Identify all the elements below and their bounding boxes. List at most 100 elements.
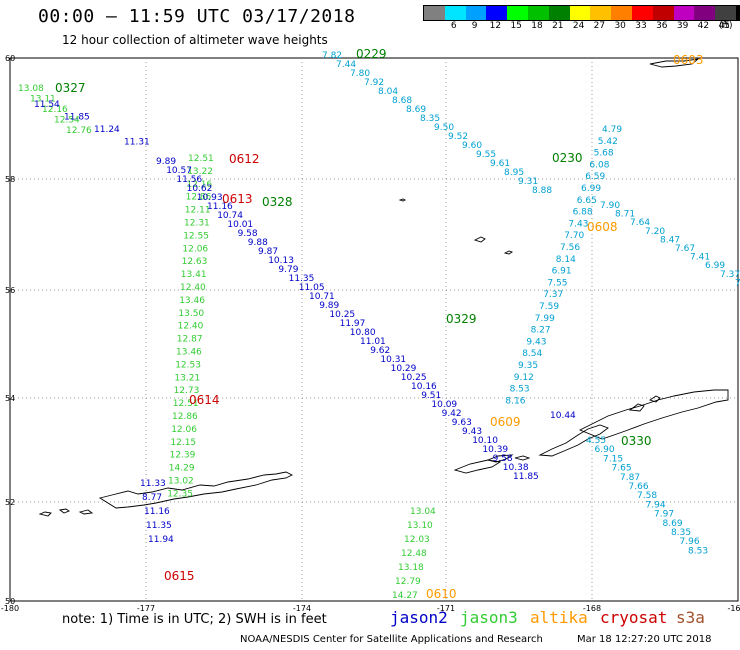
swh-s3a: 8.47 bbox=[660, 235, 680, 245]
time-label-0614: 0614 bbox=[189, 393, 220, 407]
swh-jason2: 10.62 bbox=[187, 184, 213, 194]
swh-s3a: 6.88 bbox=[573, 208, 593, 218]
swh-s3a: 7.90 bbox=[600, 201, 620, 211]
swh-jason2: 8.77 bbox=[142, 493, 162, 503]
swh-jason2: 10.80 bbox=[350, 328, 376, 338]
swh-jason2: 10.29 bbox=[391, 364, 417, 374]
swh-jason2: 10.57 bbox=[166, 166, 192, 176]
swh-jason3: 12.86 bbox=[172, 412, 198, 422]
colorbar-label: 9 bbox=[471, 21, 478, 31]
colorbar-swatch bbox=[673, 6, 695, 20]
legend-jason2: jason2 bbox=[390, 608, 448, 627]
swh-s3a: 6.99 bbox=[705, 261, 725, 271]
swh-jason2: 9.43 bbox=[462, 427, 482, 437]
swh-jason3: 12.55 bbox=[183, 231, 209, 241]
colorbar-label: 33 bbox=[635, 21, 647, 31]
swh-jason3: 13.08 bbox=[18, 84, 44, 94]
swh-s3a: 7.67 bbox=[675, 244, 695, 254]
colorbar-swatch bbox=[527, 6, 549, 20]
swh-s3a: 7.58 bbox=[637, 491, 657, 501]
swh-jason2: 11.97 bbox=[340, 319, 366, 329]
time-label-0612: 0612 bbox=[229, 152, 260, 166]
swh-jason2: 11.54 bbox=[34, 100, 60, 110]
swh-jason3: 12.31 bbox=[184, 219, 210, 229]
swh-jason2: 11.24 bbox=[94, 125, 120, 135]
swh-s3a: 7.37 bbox=[720, 270, 740, 280]
colorbar-swatch bbox=[507, 6, 528, 20]
footer-note: note: 1) Time is in UTC; 2) SWH is in fe… bbox=[62, 612, 327, 627]
coastline bbox=[514, 455, 531, 461]
swh-jason3: 12.35 bbox=[167, 489, 193, 499]
swh-jason3: 13.46 bbox=[176, 348, 202, 358]
coastline bbox=[649, 58, 700, 68]
swh-s3a: 8.68 bbox=[392, 96, 412, 106]
swh-s3a: 7.56 bbox=[560, 243, 580, 253]
swh-s3a: 7.64 bbox=[630, 218, 650, 228]
colorbar-label: 39 bbox=[676, 21, 689, 31]
swh-jason2: 10.25 bbox=[401, 373, 427, 383]
swh-jason2: 11.35 bbox=[289, 274, 315, 284]
time-label-0230: 0230 bbox=[552, 151, 583, 165]
coastline bbox=[98, 471, 294, 509]
swh-jason2: 11.85 bbox=[513, 472, 539, 482]
colorbar-label: 30 bbox=[614, 21, 626, 31]
swh-s3a: 6.59 bbox=[585, 172, 605, 182]
swh-jason2: 10.38 bbox=[503, 463, 529, 473]
swh-jason3: 12.40 bbox=[178, 322, 204, 332]
swh-jason3: 12.39 bbox=[170, 451, 196, 461]
time-label-0328: 0328 bbox=[262, 195, 293, 209]
swh-s3a: 8.69 bbox=[663, 519, 683, 529]
swh-jason2: 10.16 bbox=[411, 382, 437, 392]
swh-jason3: 13.22 bbox=[187, 167, 213, 177]
time-label-0610: 0610 bbox=[426, 587, 457, 601]
footer-timestamp: Mar 18 12:27:20 UTC 2018 bbox=[577, 634, 712, 645]
legend-s3a: s3a bbox=[676, 608, 705, 627]
colorbar-swatch bbox=[590, 6, 612, 20]
swh-jason2: 10.31 bbox=[380, 355, 406, 365]
colorbar-swatch bbox=[652, 6, 674, 20]
swh-s3a: 9.50 bbox=[434, 123, 454, 133]
swh-s3a: 7.65 bbox=[612, 464, 632, 474]
coastline bbox=[58, 508, 70, 514]
map-title: 00:00 – 11:59 UTC 03/17/2018 bbox=[38, 6, 356, 27]
map-subtitle: 12 hour collection of altimeter wave hei… bbox=[62, 33, 328, 47]
coastline bbox=[486, 454, 514, 463]
footer-credit: NOAA/NESDIS Center for Satellite Applica… bbox=[240, 634, 543, 645]
colorbar-swatch bbox=[631, 6, 653, 20]
swh-jason3: 14.27 bbox=[392, 591, 418, 601]
swh-s3a: 8.35 bbox=[671, 528, 691, 538]
swh-jason2: 11.16 bbox=[144, 507, 170, 517]
colorbar-label: 21 bbox=[552, 21, 564, 31]
swh-jason3: 12.06 bbox=[182, 244, 208, 254]
swh-s3a: 9.35 bbox=[518, 361, 538, 371]
coastline bbox=[628, 403, 645, 412]
swh-jason2: 9.42 bbox=[442, 409, 462, 419]
swh-jason3: 13.46 bbox=[179, 296, 205, 306]
colorbar-swatch bbox=[465, 6, 487, 20]
swh-jason3: 12.15 bbox=[170, 438, 196, 448]
swh-s3a: 9.43 bbox=[526, 337, 546, 347]
colorbar-label: 18 bbox=[531, 21, 543, 31]
swh-jason2: 10.01 bbox=[227, 220, 253, 230]
swh-s3a: 7.80 bbox=[350, 69, 370, 79]
swh-jason3: 13.41 bbox=[181, 270, 207, 280]
colorbar-label: 42 bbox=[697, 21, 710, 31]
swh-s3a: 8.54 bbox=[522, 349, 542, 359]
swh-s3a: 7.94 bbox=[646, 500, 666, 510]
swh-jason3: 13.11 bbox=[30, 95, 56, 105]
colorbar-labels: 6912151821242730333639424570 bbox=[423, 21, 740, 33]
swh-jason2: 9.88 bbox=[248, 238, 268, 248]
swh-s3a: 7.99 bbox=[535, 314, 555, 324]
swh-jason3: 13.04 bbox=[410, 507, 436, 517]
time-label-0329: 0329 bbox=[446, 312, 477, 326]
coastline bbox=[578, 389, 729, 440]
colorbar-label: 6 bbox=[450, 21, 457, 31]
latitude-label: 54 bbox=[5, 394, 15, 403]
swh-s3a: 4.55 bbox=[586, 436, 606, 446]
swh-s3a: 8.69 bbox=[406, 105, 426, 115]
colorbar-swatch bbox=[715, 6, 736, 20]
swh-jason2: 11.31 bbox=[124, 138, 150, 148]
swh-s3a: 8.27 bbox=[531, 326, 551, 336]
longitude-label: -180 bbox=[1, 604, 19, 613]
swh-jason3: 12.63 bbox=[182, 257, 208, 267]
